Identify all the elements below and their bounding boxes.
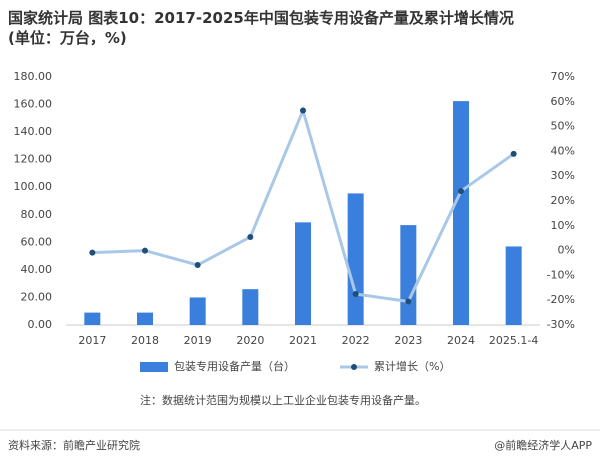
- y-tick-label: 0.00: [28, 318, 53, 331]
- y-tick-label: 60.00: [21, 235, 53, 248]
- bar: [84, 312, 101, 325]
- x-tick-label: 2021: [289, 334, 317, 347]
- line-marker: [405, 298, 412, 305]
- source: 资料来源：前瞻产业研究院: [8, 438, 140, 452]
- y-tick-label: 100.00: [14, 180, 53, 193]
- note: 注：数据统计范围为规模以上工业企业包装专用设备产量。: [140, 393, 426, 407]
- y2-tick-label: -10%: [547, 268, 575, 281]
- bar: [189, 297, 206, 325]
- y2-tick-label: 60%: [551, 95, 575, 108]
- bar: [242, 289, 259, 325]
- y-tick-label: 40.00: [21, 263, 53, 276]
- bar: [400, 225, 417, 325]
- y2-tick-label: 30%: [551, 169, 575, 182]
- bar: [505, 246, 522, 325]
- line-marker: [352, 291, 359, 297]
- y-tick-label: 80.00: [21, 208, 53, 221]
- bar: [295, 222, 311, 325]
- x-tick-label: 2017: [78, 334, 106, 347]
- legend-swatch: [140, 362, 168, 372]
- x-tick-label: 2025.1-4: [489, 334, 538, 347]
- y-tick-label: 140.00: [14, 125, 53, 138]
- bar: [137, 312, 153, 325]
- y2-tick-label: 20%: [551, 194, 575, 207]
- x-tick-label: 2020: [236, 334, 264, 347]
- y2-tick-label: 50%: [551, 120, 575, 133]
- line-marker: [89, 249, 96, 256]
- x-tick-label: 2022: [342, 334, 370, 347]
- line-marker: [510, 150, 517, 157]
- line-marker: [194, 261, 201, 268]
- y2-tick-label: 70%: [551, 70, 575, 83]
- chart-title: 国家统计局 图表10：2017-2025年中国包装专用设备产量及累计增长情况(单…: [8, 9, 514, 47]
- legend-marker: [351, 364, 357, 370]
- y2-tick-label: 10%: [551, 219, 575, 232]
- x-tick-label: 2019: [184, 334, 212, 347]
- bar: [453, 101, 469, 325]
- y-tick-label: 20.00: [21, 290, 53, 303]
- y-tick-label: 120.00: [14, 153, 53, 166]
- line-marker: [458, 188, 464, 195]
- legend-label: 包装专用设备产量（台）: [174, 359, 295, 373]
- x-tick-label: 2024: [447, 334, 475, 347]
- brand: @前瞻经济学人APP: [494, 438, 592, 452]
- y2-tick-label: 0%: [558, 244, 575, 257]
- y2-tick-label: -20%: [547, 293, 575, 306]
- y2-tick-label: 40%: [551, 144, 575, 157]
- line-marker: [142, 247, 148, 254]
- x-tick-label: 2023: [394, 334, 422, 347]
- y2-tick-label: -30%: [547, 318, 575, 331]
- line-marker: [300, 107, 306, 114]
- legend-label: 累计增长（%）: [374, 359, 450, 373]
- y-tick-label: 160.00: [14, 98, 53, 111]
- x-tick-label: 2018: [131, 334, 159, 347]
- bar: [347, 193, 364, 325]
- line-marker: [247, 233, 254, 240]
- y-tick-label: 180.00: [14, 70, 53, 83]
